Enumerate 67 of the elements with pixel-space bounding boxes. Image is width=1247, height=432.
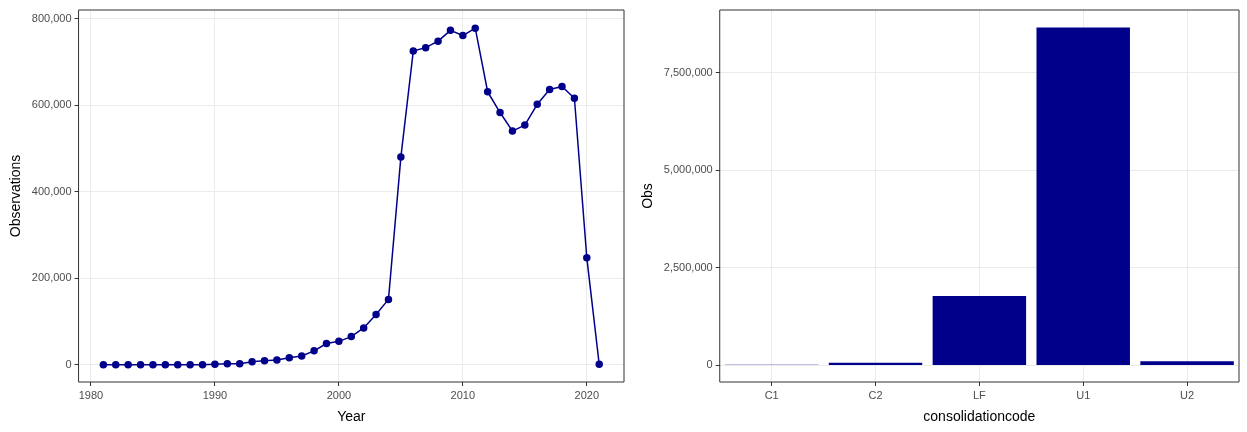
y-tick-label: 7,500,000 xyxy=(663,65,713,78)
point xyxy=(235,360,244,368)
point xyxy=(508,127,517,135)
point xyxy=(124,360,132,369)
point xyxy=(434,37,442,45)
point xyxy=(409,47,418,55)
point xyxy=(421,43,430,52)
bar xyxy=(1036,27,1130,365)
point xyxy=(533,100,541,109)
point xyxy=(136,360,145,369)
point xyxy=(397,153,405,161)
y-tick-label: 600,000 xyxy=(31,98,72,111)
point xyxy=(595,360,603,369)
point xyxy=(198,360,207,369)
point xyxy=(186,360,194,369)
point xyxy=(446,26,455,35)
y-tick-label: 400,000 xyxy=(31,184,72,197)
point xyxy=(248,357,256,366)
x-tick-label: U1 xyxy=(1076,388,1091,401)
point xyxy=(471,24,479,32)
point xyxy=(583,254,591,262)
point xyxy=(570,94,579,102)
point xyxy=(347,332,356,341)
point xyxy=(521,121,529,129)
y-tick-label: 5,000,000 xyxy=(663,163,713,176)
point xyxy=(173,360,182,369)
y-tick-label: 200,000 xyxy=(31,271,72,284)
x-tick-label: C1 xyxy=(764,388,779,401)
x-tick-label: 2010 xyxy=(450,388,476,401)
point xyxy=(285,354,294,362)
point xyxy=(297,352,306,360)
point xyxy=(149,360,157,369)
point xyxy=(335,337,343,346)
point xyxy=(223,360,232,368)
point xyxy=(161,360,170,369)
point xyxy=(496,108,504,117)
y-tick-label: 0 xyxy=(706,358,713,371)
point xyxy=(384,295,393,304)
y-axis-title: Obs xyxy=(639,183,656,209)
bar xyxy=(1140,361,1234,365)
y-tick-label: 800,000 xyxy=(31,11,72,24)
x-tick-label: 1990 xyxy=(202,388,228,401)
x-tick-label: 2000 xyxy=(326,388,352,401)
y-axis-title: Observations xyxy=(7,154,24,238)
point xyxy=(545,85,554,94)
point xyxy=(260,357,269,365)
x-axis-title: consolidationcode xyxy=(923,408,1036,425)
point xyxy=(459,31,467,40)
point xyxy=(211,360,219,369)
bar xyxy=(932,295,1027,365)
point xyxy=(483,88,492,96)
y-tick-label: 0 xyxy=(65,357,72,370)
point xyxy=(372,310,380,319)
x-axis-title: Year xyxy=(337,408,366,425)
x-tick-label: 1980 xyxy=(78,388,104,401)
x-tick-label: LF xyxy=(972,388,987,401)
y-tick-label: 2,500,000 xyxy=(663,260,713,273)
point xyxy=(359,324,368,332)
point xyxy=(273,356,281,364)
point xyxy=(322,339,331,348)
point xyxy=(99,360,108,369)
x-tick-label: C2 xyxy=(868,388,883,401)
point xyxy=(112,360,120,369)
x-tick-label: 2020 xyxy=(574,388,600,401)
point xyxy=(310,347,318,355)
x-tick-label: U2 xyxy=(1180,388,1195,401)
point xyxy=(558,82,566,91)
